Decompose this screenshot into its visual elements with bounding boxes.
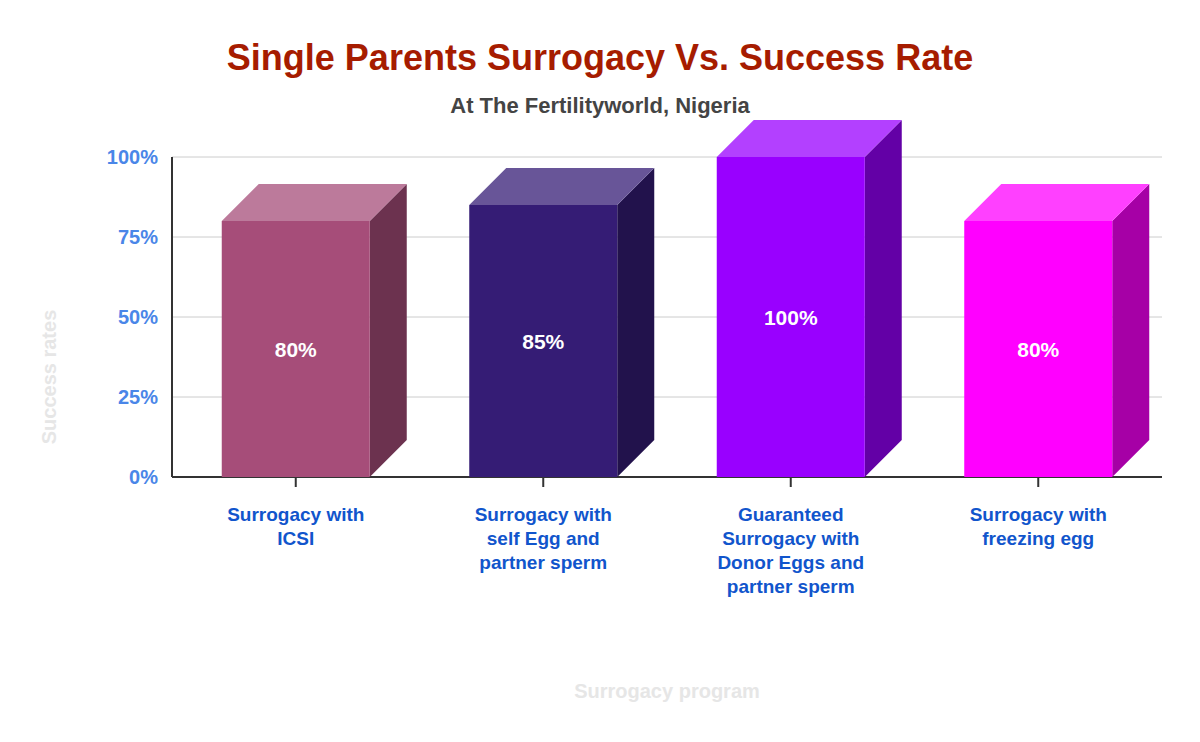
bar-top	[469, 168, 654, 205]
bar	[717, 157, 865, 477]
x-tick	[790, 477, 792, 487]
grid-line	[172, 157, 1162, 158]
data-label: 80%	[1017, 338, 1059, 361]
x-tick-label: Surrogacy withfreezing egg	[970, 504, 1107, 549]
y-tick-label: 25%	[118, 386, 158, 408]
y-tick-label: 100%	[107, 146, 158, 168]
bar-top	[964, 184, 1149, 221]
x-tick	[542, 477, 544, 487]
x-tick-label: GuaranteedSurrogacy withDonor Eggs andpa…	[717, 504, 864, 597]
x-axis-title: Surrogacy program	[574, 680, 760, 702]
x-tick-label: Surrogacy withICSI	[227, 504, 364, 549]
bar	[469, 205, 617, 477]
x-tick-label: Surrogacy withself Egg andpartner sperm	[475, 504, 612, 573]
bar-top	[717, 120, 902, 157]
data-label: 85%	[522, 330, 564, 353]
bar-side	[617, 168, 654, 477]
y-axis-title: Success rates	[38, 310, 60, 445]
bars	[222, 120, 1150, 477]
y-tick-label: 50%	[118, 306, 158, 328]
x-tick	[295, 477, 297, 487]
data-label: 80%	[275, 338, 317, 361]
bar-side	[1112, 184, 1149, 477]
x-tick	[1037, 477, 1039, 487]
bar	[964, 221, 1112, 477]
bar-side	[865, 120, 902, 477]
y-axis	[171, 157, 173, 477]
y-tick-label: 0%	[129, 466, 158, 488]
data-label: 100%	[764, 306, 818, 329]
bar	[222, 221, 370, 477]
labels: 80% 85% 100% 80%	[275, 306, 1060, 361]
bar-side	[370, 184, 407, 477]
bar-top	[222, 184, 407, 221]
title: Single Parents Surrogacy Vs. Success Rat…	[227, 37, 973, 78]
chart: Single Parents Surrogacy Vs. Success Rat…	[0, 0, 1200, 742]
y-tick-label: 75%	[118, 226, 158, 248]
subtitle: At The Fertilityworld, Nigeria	[450, 93, 750, 118]
